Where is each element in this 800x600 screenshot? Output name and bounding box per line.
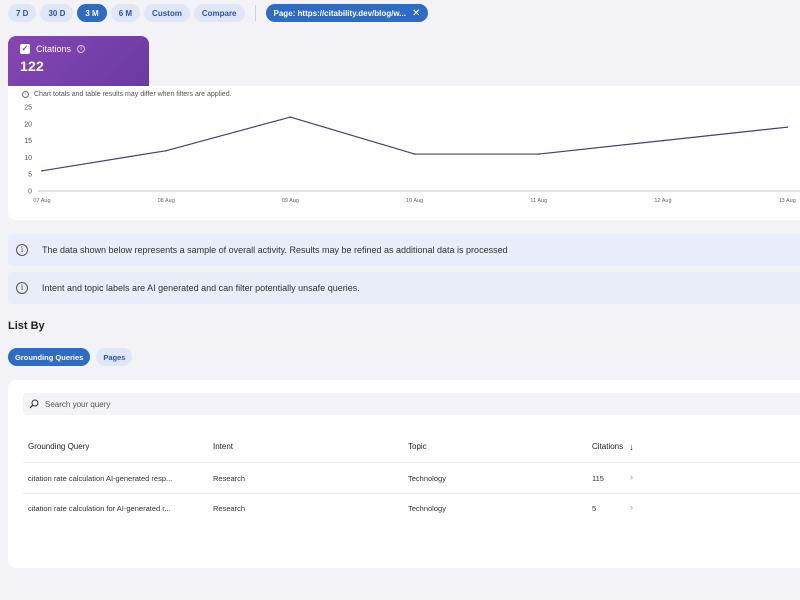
info-icon: i <box>22 91 29 98</box>
sample-data-banner: i The data shown below represents a samp… <box>8 234 800 266</box>
search-placeholder: Search your query <box>45 399 111 409</box>
column-header-citations-label: Citations <box>592 442 624 451</box>
range-30d-button[interactable]: 30 D <box>40 4 74 22</box>
search-icon <box>29 399 39 409</box>
citations-line-chart: 0 5 10 15 20 25 07 Aug 08 Aug 09 Aug 10 Aug 11 Aug… <box>24 105 800 204</box>
info-icon[interactable]: i <box>77 45 86 53</box>
chart-note: i Chart totals and table results may dif… <box>22 91 232 98</box>
data-point[interactable] <box>786 126 788 128</box>
range-custom-button[interactable]: Custom <box>144 4 190 22</box>
y-tick-label: 15 <box>24 138 32 145</box>
row-topic: Technology <box>408 474 446 483</box>
x-tick-label: 09 Aug <box>282 198 299 204</box>
search-input[interactable]: Search your query <box>23 393 800 415</box>
ai-labels-banner: i Intent and topic labels are AI generat… <box>8 272 800 304</box>
x-tick-label: 10 Aug <box>406 198 423 204</box>
page-filter-label: Page: https://citability.dev/blog/w... <box>273 8 406 18</box>
column-header-intent: Intent <box>213 442 234 451</box>
row-query[interactable]: citation rate calculation for AI-generat… <box>28 504 171 513</box>
page-filter-chip[interactable]: Page: https://citability.dev/blog/w... ✕ <box>265 4 429 22</box>
chevron-right-icon[interactable]: › <box>630 472 633 482</box>
y-tick-label: 20 <box>24 121 32 128</box>
sort-down-icon[interactable]: ↓ <box>629 442 634 452</box>
filter-divider <box>254 5 256 21</box>
data-point[interactable] <box>41 170 43 172</box>
citations-metric-tab[interactable]: ✓ Citations i 122 <box>8 36 149 86</box>
metric-value: 122 <box>20 58 44 74</box>
range-7d-button[interactable]: 7 D <box>8 4 37 22</box>
tab-pages[interactable]: Pages <box>96 348 133 366</box>
close-icon[interactable]: ✕ <box>411 7 421 19</box>
row-topic: Technology <box>408 504 446 513</box>
y-tick-label: 5 <box>28 172 32 179</box>
y-tick-label: 10 <box>24 155 32 162</box>
chart-card: i Chart totals and table results may dif… <box>8 86 800 220</box>
chevron-right-icon[interactable]: › <box>630 502 633 512</box>
x-tick-label: 13 Aug <box>779 198 796 204</box>
x-tick-label: 11 Aug <box>530 198 547 204</box>
row-citations: 5 <box>592 504 597 513</box>
checkbox-checked-icon[interactable]: ✓ <box>20 44 30 54</box>
tab-grounding-queries[interactable]: Grounding Queries <box>8 348 91 366</box>
row-intent: Research <box>213 504 246 513</box>
y-tick-label: 25 <box>24 105 32 112</box>
banner-text: The data shown below represents a sample… <box>42 245 508 255</box>
data-point[interactable] <box>165 149 167 152</box>
row-divider <box>23 493 800 494</box>
data-point[interactable] <box>662 139 664 142</box>
date-range-filter-bar: 7 D 30 D 3 M 6 M Custom Compare Page: ht… <box>8 4 800 22</box>
row-query[interactable]: citation rate calculation AI-generated r… <box>28 474 173 483</box>
metric-label: Citations <box>36 44 72 54</box>
range-3m-button[interactable]: 3 M <box>77 4 107 22</box>
banner-text: Intent and topic labels are AI generated… <box>42 283 360 293</box>
info-icon: i <box>16 282 28 294</box>
info-icon: i <box>16 244 28 256</box>
column-header-citations[interactable]: Citations ↓ <box>592 442 634 452</box>
row-citations: 115 <box>592 474 604 483</box>
column-header-topic: Topic <box>408 442 427 451</box>
column-header-query: Grounding Query <box>28 442 90 451</box>
x-tick-label: 08 Aug <box>158 198 175 204</box>
list-by-tabs: Grounding Queries Pages <box>8 348 133 366</box>
x-tick-label: 07 Aug <box>33 198 50 204</box>
chart-note-text: Chart totals and table results may diffe… <box>34 91 232 98</box>
data-point[interactable] <box>413 153 416 155</box>
queries-table-card: Search your query Grounding Query Intent… <box>8 380 800 568</box>
row-divider <box>23 462 800 463</box>
range-6m-button[interactable]: 6 M <box>110 4 141 22</box>
data-point[interactable] <box>289 116 292 118</box>
x-tick-label: 12 Aug <box>654 198 671 204</box>
list-by-heading: List By <box>8 320 45 332</box>
y-tick-label: 0 <box>28 189 32 196</box>
row-intent: Research <box>213 474 246 483</box>
data-point[interactable] <box>538 153 540 155</box>
citations-series-line <box>41 116 788 172</box>
compare-button[interactable]: Compare <box>193 4 245 22</box>
